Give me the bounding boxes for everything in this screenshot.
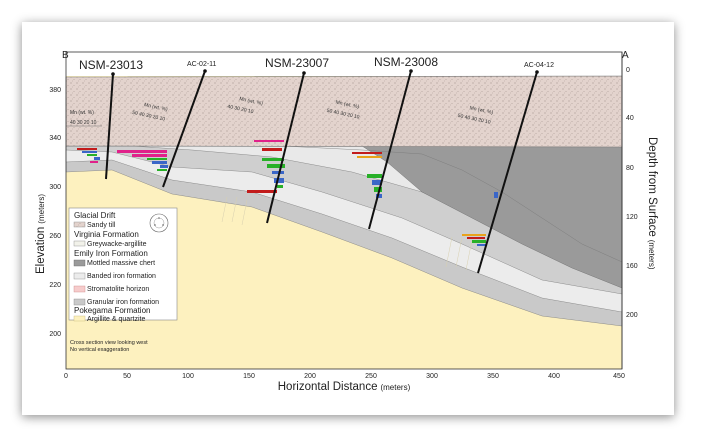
svg-text:200: 200 [49, 331, 61, 338]
drill-collars [111, 69, 539, 76]
x-axis-title: Horizontal Distance (meters) [278, 381, 411, 393]
svg-text:40: 40 [626, 115, 634, 122]
svg-text:450: 450 [613, 373, 625, 380]
svg-text:200: 200 [304, 373, 316, 380]
svg-text:50: 50 [123, 373, 131, 380]
svg-text:Mn (wt. %): Mn (wt. %) [469, 105, 494, 116]
legend: Glacial Drift Sandy till Virginia Format… [68, 207, 178, 323]
cross-section-diagram: Mn (wt. %) 40 30 20 10 Mn (wt. %) 50 40 … [35, 50, 658, 393]
mn-bars-well-3 [247, 140, 285, 193]
legend-item-greywacke-argillite: Greywacke-argillite [87, 241, 147, 248]
svg-text:260: 260 [49, 233, 61, 240]
legend-heading-pokegama-formation: Pokegama Formation [74, 306, 150, 315]
mn-scale-well-3: Mn (wt. %) 40 30 20 10 [227, 96, 264, 115]
note-cross-section-view: Cross section view looking west [70, 340, 148, 346]
well-label-nsm-23008: NSM-23008 [374, 55, 438, 69]
svg-text:300: 300 [426, 373, 438, 380]
legend-item-banded-iron-formation: Banded iron formation [87, 273, 156, 280]
well-label-nsm-23007: NSM-23007 [265, 56, 329, 70]
y-axis-right-title: Depth from Surface(meters) [646, 137, 658, 270]
mn-bars-well-5 [462, 192, 498, 246]
section-label-a: A [622, 50, 629, 61]
drill-hole-nsm-23008 [368, 70, 412, 230]
legend-item-sandy-till: Sandy till [87, 222, 116, 229]
svg-text:Mn (wt. %): Mn (wt. %) [143, 102, 168, 113]
figure-frame: Mn (wt. %) 40 30 20 10 Mn (wt. %) 50 40 … [22, 22, 674, 415]
legend-heading-virginia-formation: Virginia Formation [74, 230, 139, 239]
svg-text:200: 200 [626, 312, 638, 319]
svg-text:40 30 20 10: 40 30 20 10 [70, 120, 97, 126]
well-label-nsm-23013: NSM-23013 [79, 58, 143, 72]
drill-hole-ac-04-12 [477, 71, 538, 274]
mn-bars-well-4 [352, 152, 382, 198]
mn-bars-well-1 [77, 148, 100, 163]
svg-text:0: 0 [626, 67, 630, 74]
mn-scale-well-1: Mn (wt. %) 40 30 20 10 [66, 110, 102, 127]
section-label-b: B [62, 50, 69, 61]
svg-text:40 30 20 10: 40 30 20 10 [227, 104, 254, 115]
svg-text:120: 120 [626, 214, 638, 221]
svg-text:400: 400 [548, 373, 560, 380]
svg-text:0: 0 [64, 373, 68, 380]
drill-hole-ac-02-11 [162, 70, 206, 188]
note-no-vertical-exaggeration: No vertical exaggeration [70, 347, 129, 353]
svg-text:300: 300 [49, 184, 61, 191]
svg-text:220: 220 [49, 282, 61, 289]
legend-item-stromatolite-horizon: Stromatolite horizon [87, 286, 149, 293]
faint-fracture-lines [221, 196, 473, 271]
svg-text:380: 380 [49, 87, 61, 94]
mn-bars-well-2 [117, 150, 168, 171]
x-axis: 0 50 100 150 200 250 300 350 400 450 Hor… [64, 373, 625, 393]
svg-text:Mn (wt. %): Mn (wt. %) [239, 96, 264, 107]
svg-text:250: 250 [365, 373, 377, 380]
svg-text:80: 80 [626, 165, 634, 172]
legend-item-granular-iron-formation: Granular iron formation [87, 299, 159, 306]
svg-text:340: 340 [49, 135, 61, 142]
svg-text:350: 350 [487, 373, 499, 380]
well-label-ac-04-12: AC-04-12 [524, 62, 554, 69]
legend-item-argillite-quartzite: Argillite & quartzite [87, 316, 145, 323]
drill-hole-nsm-23007 [266, 72, 305, 224]
well-label-ac-02-11: AC-02-11 [187, 61, 217, 68]
svg-text:Mn (wt. %): Mn (wt. %) [70, 110, 94, 116]
legend-heading-emily-iron-formation: Emily Iron Formation [74, 249, 148, 258]
north-arrow-icon [149, 213, 169, 233]
legend-item-mottled-massive-chert: Mottled massive chert [87, 260, 155, 267]
drill-holes [105, 70, 538, 274]
y-axis-left: 380 340 300 260 220 200 Elevation(meters… [35, 87, 61, 338]
svg-text:100: 100 [182, 373, 194, 380]
y-axis-left-title: Elevation(meters) [35, 194, 47, 274]
y-axis-right: 0 40 80 120 160 200 Depth from Surface(m… [626, 67, 658, 319]
svg-text:150: 150 [243, 373, 255, 380]
legend-heading-glacial-drift: Glacial Drift [74, 211, 116, 220]
svg-text:160: 160 [626, 263, 638, 270]
drill-hole-nsm-23013 [105, 73, 114, 180]
svg-text:Mn (wt. %): Mn (wt. %) [335, 99, 360, 110]
